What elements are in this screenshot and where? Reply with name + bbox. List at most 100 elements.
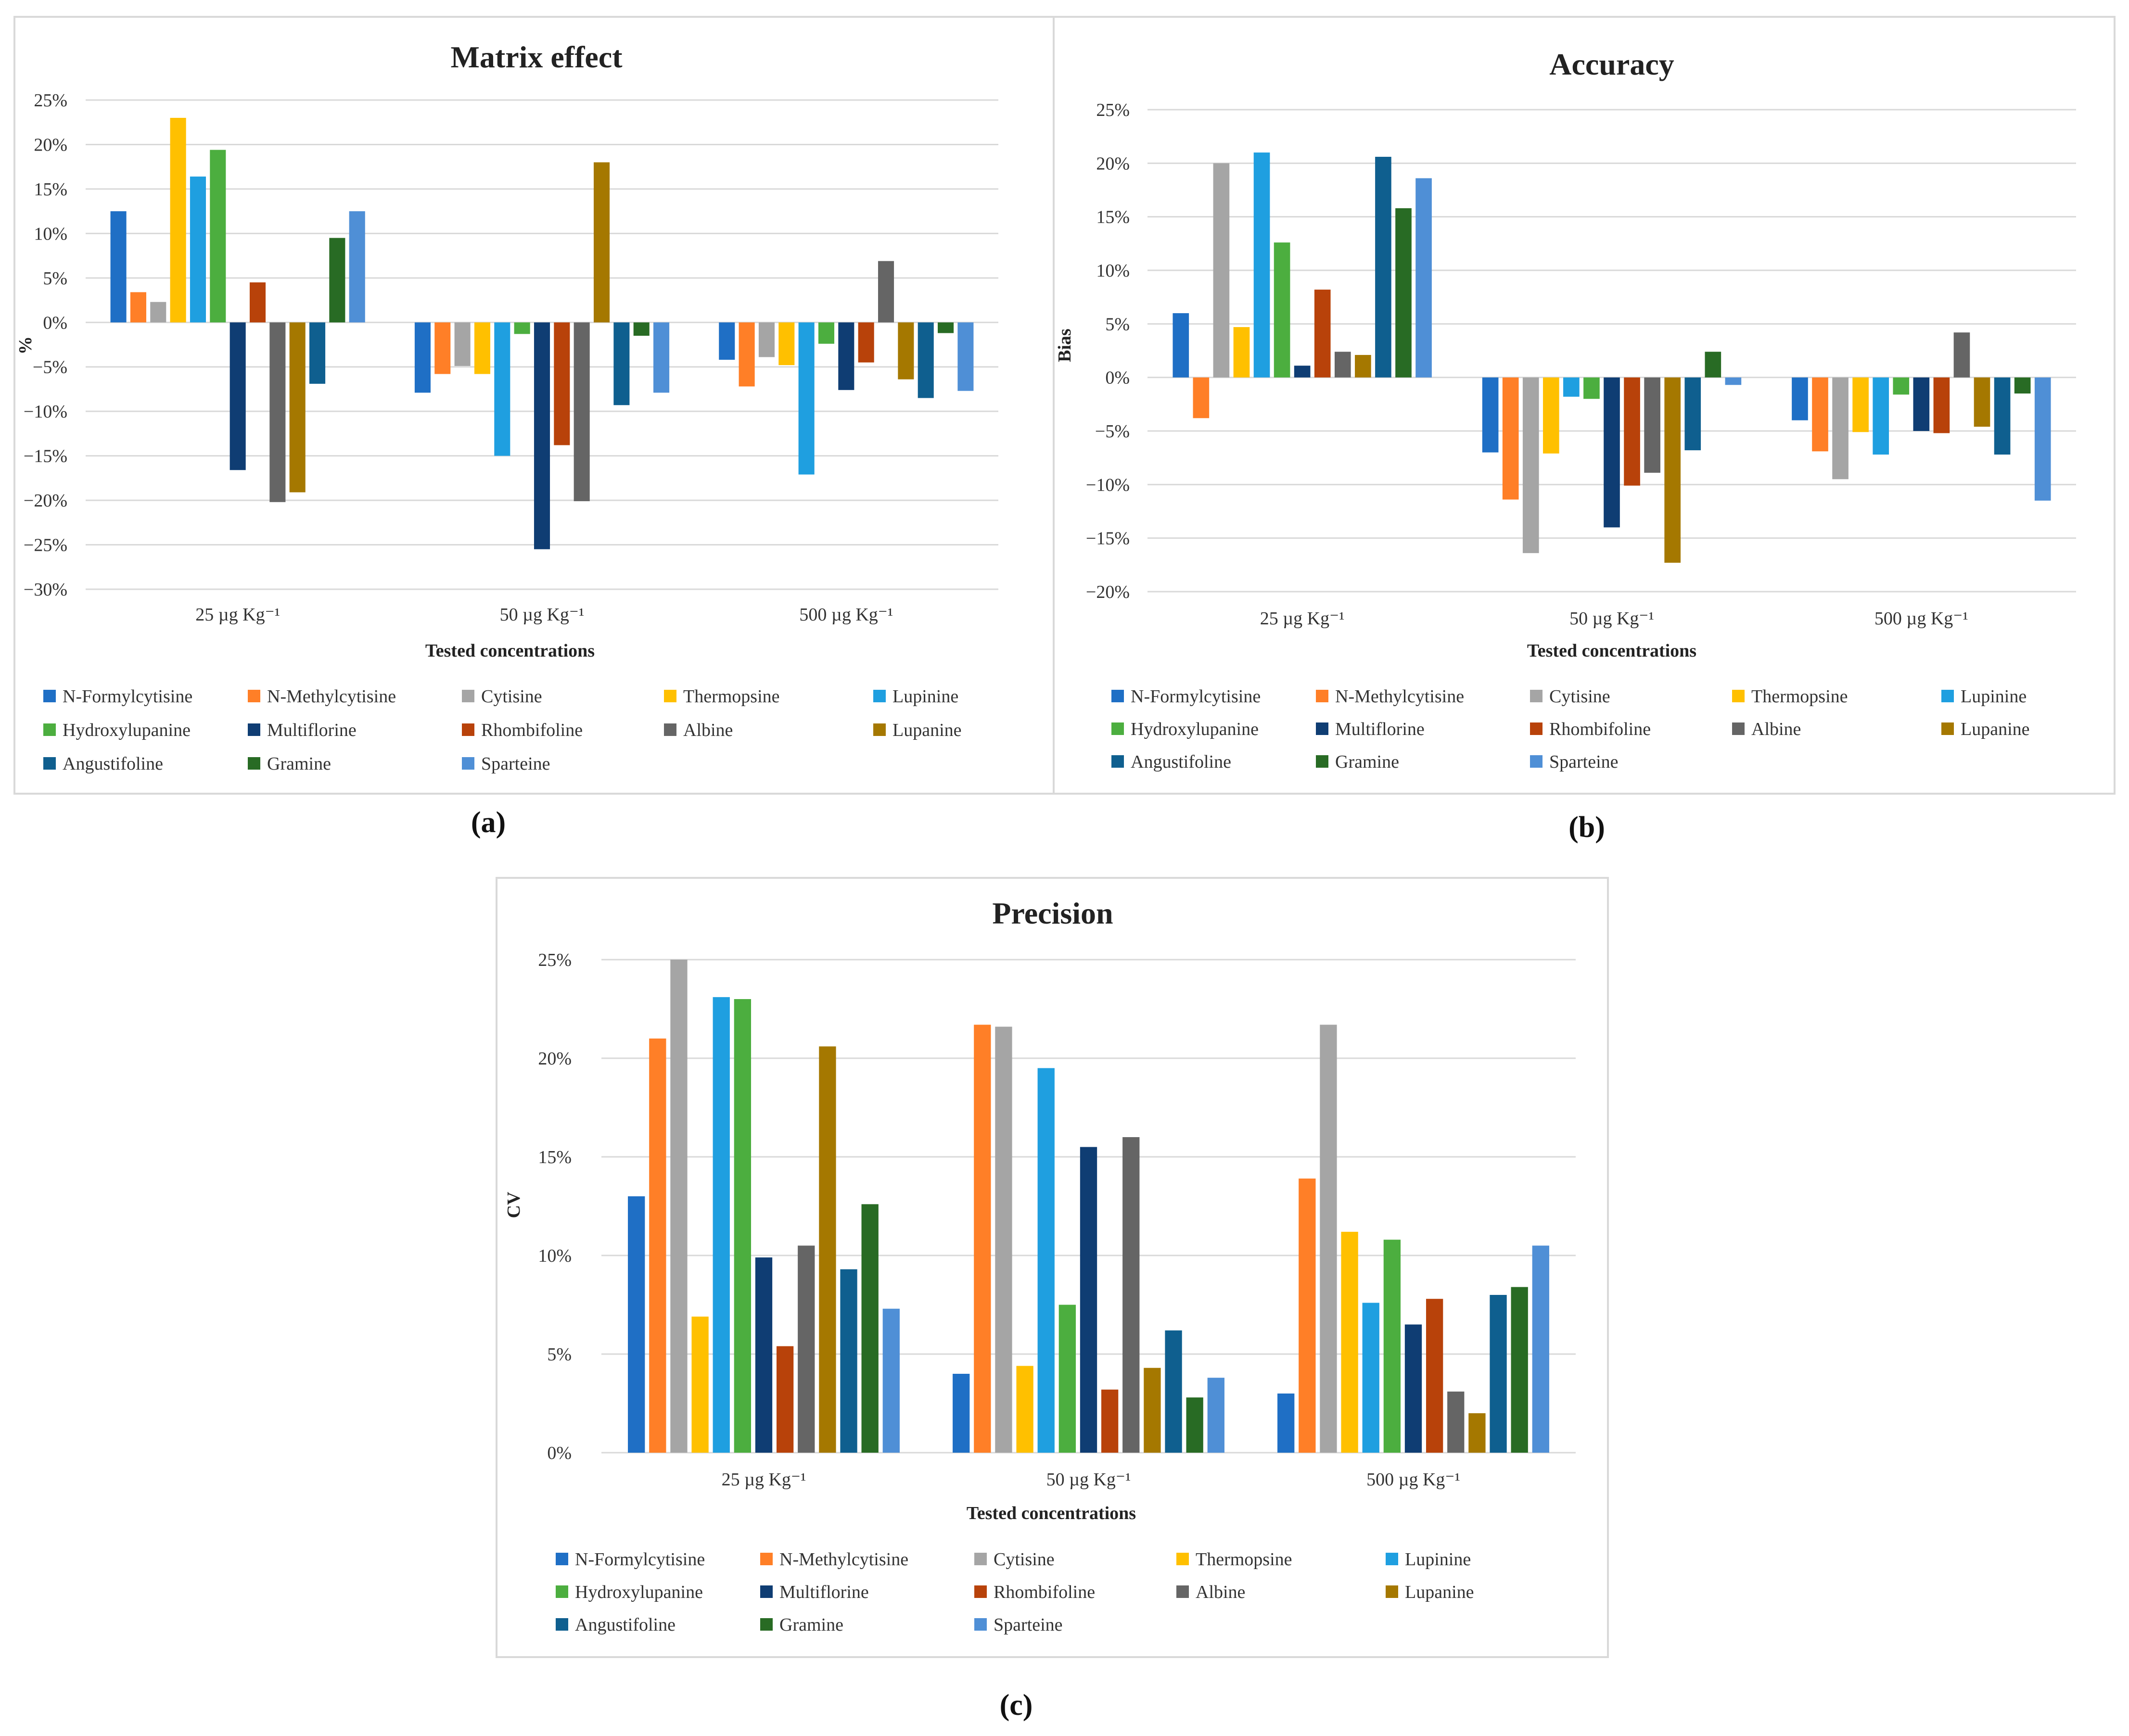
- bar-lupinine: [1563, 377, 1580, 397]
- bar-cytisine: [1213, 163, 1230, 378]
- bar-gramine: [329, 238, 345, 323]
- legend-label: Albine: [1196, 1582, 1245, 1602]
- legend-swatch: [1530, 690, 1543, 702]
- legend-swatch: [1111, 755, 1124, 768]
- legend-swatch: [873, 723, 886, 736]
- legend-label: Rhombifoline: [481, 720, 583, 740]
- bar-sparteine: [1207, 1378, 1224, 1453]
- bar-n-formylcytisine: [719, 322, 735, 360]
- legend-label: Lupinine: [1961, 686, 2027, 707]
- chart-precision: Precision CV Tested concentrations 25% 20…: [504, 896, 1576, 1523]
- bar-angustifoline: [1994, 377, 2011, 455]
- bar-angustifoline: [1490, 1295, 1507, 1453]
- panel-label-b: (b): [1568, 811, 1605, 844]
- bar-lupanine: [1144, 1368, 1161, 1453]
- bar-lupanine: [289, 322, 306, 493]
- legend-swatch: [1732, 690, 1745, 702]
- legend-swatch: [974, 1618, 987, 1631]
- bar-n-formylcytisine: [1173, 313, 1189, 378]
- bar-multiflorine: [1913, 377, 1930, 431]
- bar-sparteine: [957, 322, 974, 391]
- bar-n-formylcytisine: [110, 211, 127, 323]
- legend-label: Angustifoline: [63, 754, 163, 774]
- bar-lupinine: [1362, 1303, 1379, 1453]
- legend-label: Hydroxylupanine: [63, 720, 191, 740]
- bar-thermopsine: [474, 322, 491, 374]
- bar-gramine: [938, 322, 954, 333]
- legend-label: Multiflorine: [779, 1582, 869, 1602]
- bar-hydroxylupanine: [734, 999, 752, 1453]
- bar-cytisine: [758, 322, 775, 357]
- bar-sparteine: [1415, 178, 1432, 378]
- bar-gramine: [1186, 1397, 1203, 1453]
- legend-swatch: [556, 1553, 568, 1565]
- legend-swatch: [43, 757, 56, 770]
- y-axis-title: %: [15, 336, 36, 355]
- chart-title: Precision: [992, 896, 1113, 930]
- bar-n-methylcytisine: [1193, 377, 1210, 418]
- y-axis-title: Bias: [1055, 329, 1075, 362]
- y-tick-label: 0%: [547, 1443, 572, 1463]
- bar-lupinine: [798, 322, 815, 475]
- bar-angustifoline: [1375, 156, 1391, 378]
- bar-gramine: [1511, 1287, 1528, 1453]
- bar-angustifoline: [309, 322, 326, 384]
- panel-label-c: (c): [1000, 1689, 1033, 1722]
- bar-angustifoline: [1684, 377, 1701, 451]
- x-category-label: 50 µg Kg⁻¹: [500, 605, 585, 625]
- chart-accuracy: Accuracy Bias Tested concentrations 25% 2…: [1055, 47, 2076, 661]
- bar-lupinine: [1037, 1068, 1055, 1453]
- legend-label: Sparteine: [1549, 752, 1619, 772]
- legend-label: Rhombifoline: [1549, 719, 1651, 739]
- panel-b-frame: [1053, 16, 2116, 795]
- bar-n-formylcytisine: [628, 1196, 645, 1453]
- legend-swatch: [1386, 1553, 1398, 1565]
- bar-lupanine: [898, 322, 914, 380]
- legend-swatch: [43, 723, 56, 736]
- y-tick-label: 20%: [1096, 153, 1130, 174]
- y-tick-label: −20%: [24, 491, 67, 511]
- legend-label: Lupanine: [1405, 1582, 1474, 1602]
- y-tick-label: 20%: [538, 1049, 572, 1069]
- bar-thermopsine: [691, 1317, 709, 1453]
- panel-label-a: (a): [471, 806, 506, 839]
- bar-thermopsine: [170, 117, 186, 323]
- bar-rhombifoline: [1624, 377, 1640, 486]
- bar-n-formylcytisine: [1482, 377, 1499, 453]
- chart-matrix-effect: Matrix effect % Tested concentrations 25…: [15, 40, 998, 661]
- legend-swatch: [462, 757, 474, 770]
- legend-label: Cytisine: [481, 686, 542, 707]
- bar-lupinine: [494, 322, 510, 456]
- bar-rhombifoline: [858, 322, 874, 363]
- bar-cytisine: [454, 322, 471, 366]
- bar-gramine: [1395, 208, 1412, 378]
- bar-multiflorine: [1604, 377, 1620, 528]
- legend-label: Lupinine: [1405, 1549, 1471, 1570]
- legend-swatch: [873, 690, 886, 702]
- legend-label: Albine: [683, 720, 733, 740]
- legend-swatch: [1941, 722, 1954, 735]
- y-tick-label: 5%: [547, 1344, 572, 1365]
- y-tick-label: −10%: [1086, 475, 1130, 495]
- legend-label: Thermopsine: [1751, 686, 1848, 707]
- legend-label: Albine: [1751, 719, 1801, 739]
- legend-label: N-Formylcytisine: [63, 686, 192, 707]
- bar-hydroxylupanine: [1383, 1240, 1401, 1453]
- bar-n-methylcytisine: [130, 292, 146, 323]
- bar-multiflorine: [1404, 1324, 1422, 1453]
- bar-thermopsine: [1016, 1366, 1033, 1453]
- bar-lupinine: [190, 177, 206, 323]
- bar-angustifoline: [613, 322, 630, 405]
- bar-rhombifoline: [1933, 377, 1950, 433]
- legend-swatch: [1530, 722, 1543, 735]
- x-category-label: 50 µg Kg⁻¹: [1046, 1470, 1131, 1490]
- legend-label: Sparteine: [481, 754, 550, 774]
- bar-sparteine: [1532, 1245, 1549, 1453]
- legend-swatch: [974, 1553, 987, 1565]
- legend-label: Angustifoline: [575, 1615, 676, 1635]
- legend-label: N-Methylcytisine: [267, 686, 396, 707]
- bar-n-methylcytisine: [1502, 377, 1519, 500]
- x-category-label: 500 µg Kg⁻¹: [1874, 608, 1968, 629]
- bar-angustifoline: [840, 1269, 857, 1453]
- x-axis-title: Tested concentrations: [967, 1503, 1136, 1523]
